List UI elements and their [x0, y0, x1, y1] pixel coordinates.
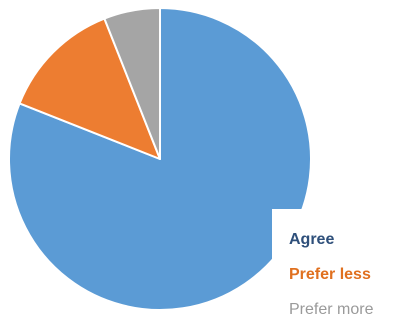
legend-item-agree: Agree [289, 231, 335, 248]
pie-slice-prefer-more [103, 7, 161, 160]
pie-slice-prefer-less [18, 17, 161, 160]
legend-item-prefer-more: Prefer more [289, 301, 374, 318]
chart-legend: Agree Prefer less Prefer more [272, 209, 406, 325]
pie-slices [8, 7, 312, 311]
legend-item-prefer-less: Prefer less [289, 266, 371, 283]
